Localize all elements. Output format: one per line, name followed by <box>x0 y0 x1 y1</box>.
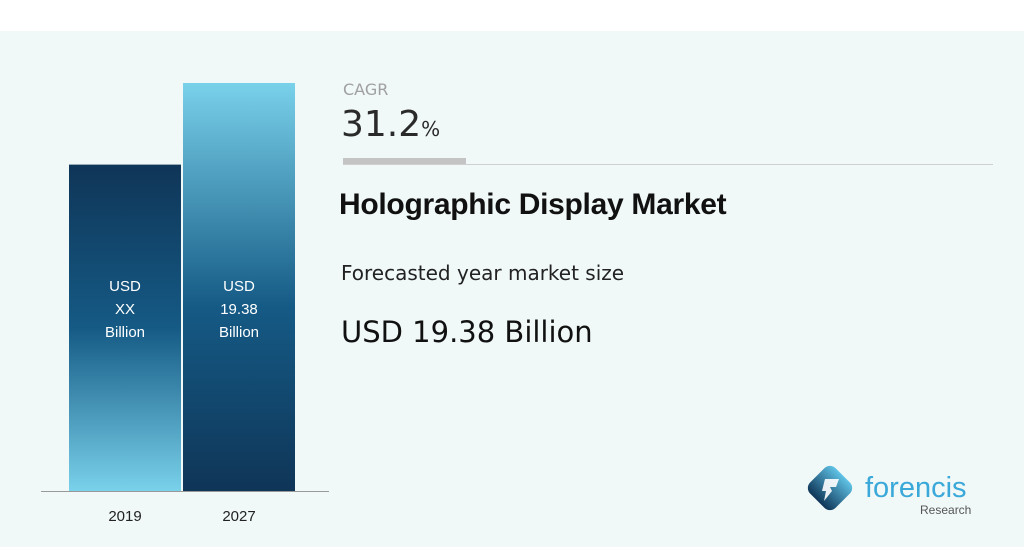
cagr-label: CAGR <box>343 80 389 99</box>
bar-data-label: Billion <box>105 324 145 341</box>
cagr-unit: % <box>421 117 441 141</box>
bar-chart: USD XX Billion 2019 USD 19.38 Billion 2027 <box>41 83 329 525</box>
forecast-label: Forecasted year market size <box>341 261 625 285</box>
logo-wordmark: forencis <box>865 472 967 504</box>
bar-2027 <box>183 83 295 491</box>
x-tick-label: 2019 <box>108 508 141 525</box>
forecast-value: USD 19.38 Billion <box>341 315 593 349</box>
bar-2019 <box>69 164 181 491</box>
x-tick-label: 2027 <box>222 508 255 525</box>
divider <box>343 164 993 165</box>
forencis-logo: forencis Research <box>807 465 971 517</box>
market-title: Holographic Display Market <box>339 188 727 221</box>
logo-subtext: Research <box>920 503 971 517</box>
cagr-number: 31.2 <box>341 104 422 145</box>
cagr-underline <box>343 158 466 164</box>
bar-data-label: 19.38 <box>220 301 258 318</box>
bar-data-label: USD <box>223 278 255 295</box>
bar-data-label: XX <box>115 301 135 318</box>
bar-data-label: Billion <box>219 324 259 341</box>
bar-data-label: USD <box>109 278 141 295</box>
cagr-value: 31.2% <box>341 104 440 145</box>
